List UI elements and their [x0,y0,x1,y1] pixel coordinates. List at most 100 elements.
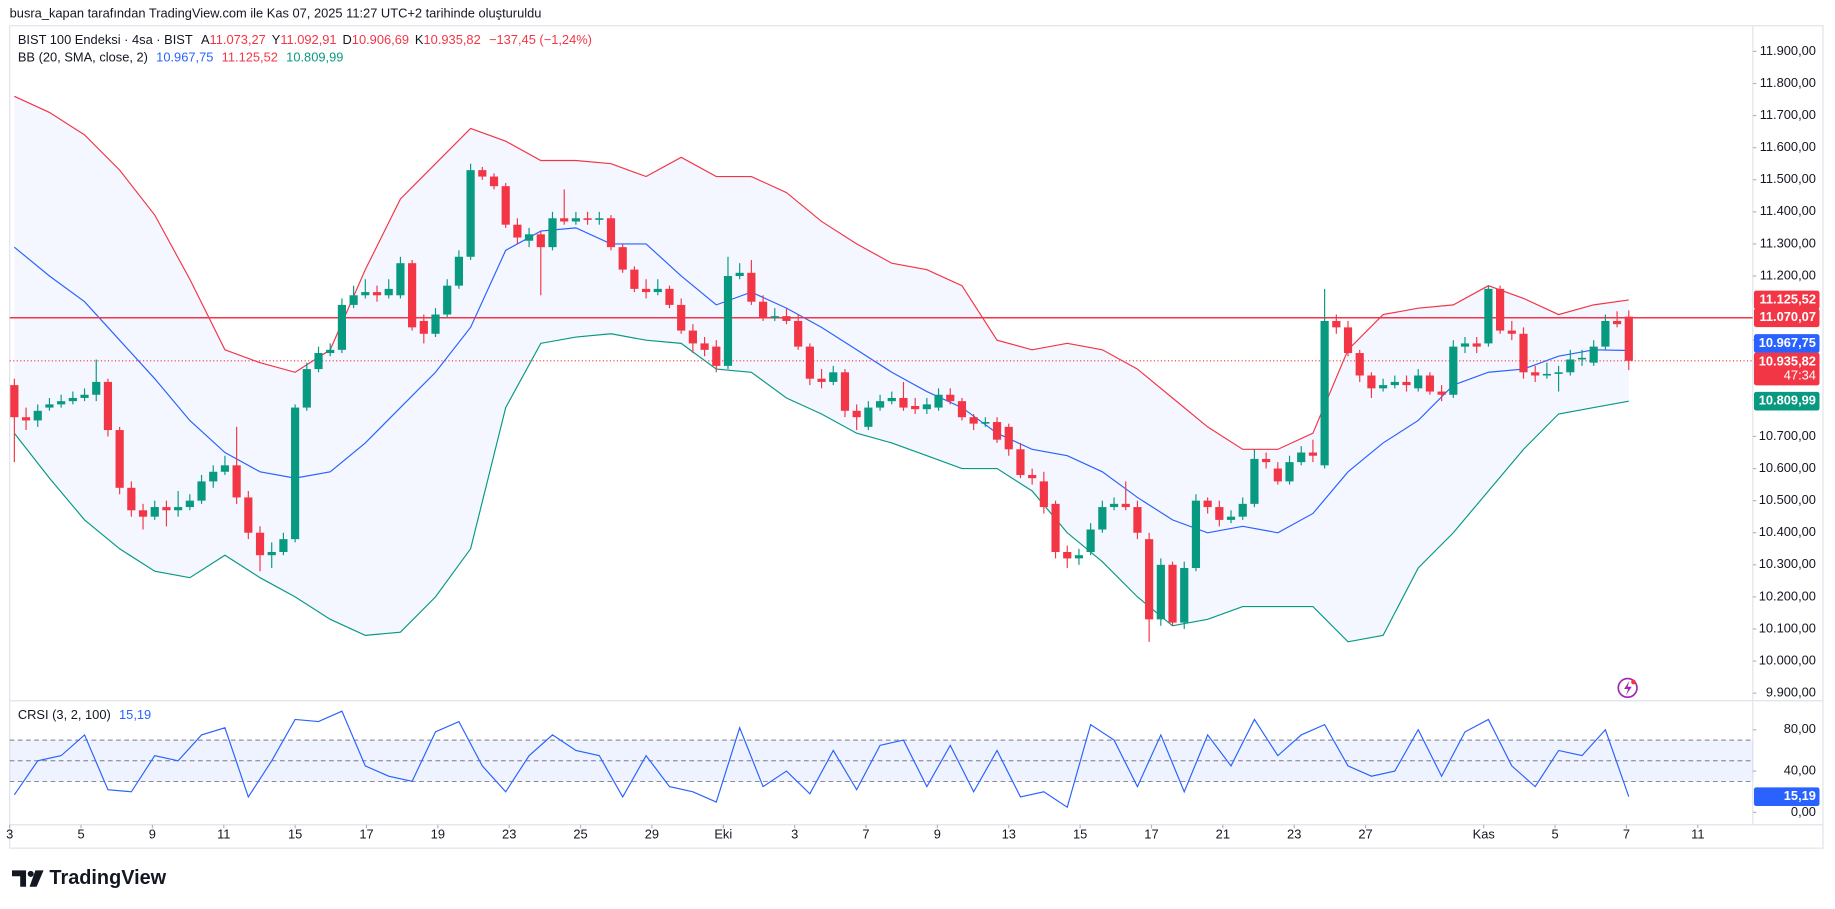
ohlc-key: A [201,32,210,47]
y-tick-label: 11.800,00 [1760,75,1816,90]
candle-body [1191,500,1201,569]
brand: TradingView [49,867,166,889]
candle-body [1449,346,1458,395]
candle-body [1343,327,1353,354]
x-tick-label: 13 [1002,827,1016,842]
candle-body [606,218,616,248]
x-tick-label: 3 [6,827,13,842]
band-line [14,95,1629,450]
upper-band-tag-bg [1753,290,1820,310]
candle-body [466,170,475,257]
x-tick-label: 11 [217,827,230,842]
candle-body [1098,507,1107,530]
candle-body [747,272,756,302]
hline-tag: 11.070,07 [1759,309,1816,324]
ohlc-key: D [343,32,352,47]
last-price-tag: 10.935,82 [1759,353,1816,368]
crsi-legend: CRSI (3, 2, 100) 15,19 [18,707,151,722]
candle-body [1437,391,1446,395]
x-tick-label: 7 [1623,827,1630,842]
candle-body [45,404,54,408]
x-tick-label: 5 [1552,827,1559,842]
hline-tag-bg [1753,308,1820,328]
candle-body [361,292,370,296]
y-tick-label: 11.700,00 [1760,107,1816,122]
candle-body [1566,359,1575,373]
candle-body [57,401,66,405]
candle-body [723,276,733,366]
x-tick-label: 19 [431,827,445,842]
candle-body [244,497,253,533]
candle-body [1215,507,1224,520]
candle-body [185,500,194,508]
axes: 11.900,00 11.800,00 11.700,00 11.600,00 11.5… [6,43,1820,842]
y-tick-label: 10.600,00 [1759,460,1816,475]
candle-body [1542,373,1551,376]
bb-title: BB (20, SMA, close, 2) [18,50,148,65]
candle-body [805,346,814,379]
alert-icon[interactable] [1617,677,1638,699]
candle-body [1367,375,1376,389]
candle-body [1589,346,1598,363]
candle-body [1203,500,1212,508]
symbol-legend: BIST 100 Endeksi · 4sa · BIST A11.073,27… [18,32,592,47]
candle-body [150,507,159,517]
band-line [13,227,1629,534]
x-tick-label: Eki [714,827,732,842]
candle-body [443,285,452,315]
ohlc-value: 11.073,27 [210,32,266,47]
y-tick-label: 10.200,00 [1759,588,1816,603]
candle-body [454,256,463,286]
y-tick-label: 10.500,00 [1759,492,1816,507]
y-tick-label: 10.300,00 [1759,556,1816,571]
candle-body [197,481,206,501]
candle-body [1624,316,1633,361]
candle-body [1320,320,1329,466]
lower-band-tag: 10.809,99 [1759,393,1816,408]
candle-body [548,218,557,248]
candle-body [267,551,276,556]
chart-frame [9,25,1824,849]
candle-body [1156,564,1165,620]
y-tick-label: 11.300,00 [1760,235,1816,250]
candle-body [1250,458,1259,504]
candle-body [489,176,499,187]
y-tick-label: 9.900,00 [1766,685,1816,700]
candle-body [992,422,1002,440]
candle-body [1180,568,1189,623]
crsi-tag-bg [1753,787,1820,807]
candle-body [653,288,662,293]
candle-body [1074,555,1084,559]
x-tick-label: 17 [1144,827,1158,842]
x-tick-label: 23 [1287,827,1301,842]
y-tick-label: 11.500,00 [1760,171,1816,186]
candle-body [80,394,89,398]
candle-body [922,404,931,410]
basis-tag-bg [1753,334,1820,353]
band-fill [14,96,1629,642]
candle-body [1355,353,1364,376]
candle-body [174,507,183,511]
candle-body [840,372,850,411]
x-tick-label: 23 [502,827,516,842]
candle-body [560,218,569,222]
candle-body [1086,529,1095,552]
candle-body [92,381,101,395]
candle-body [618,247,627,270]
crsi-value: 15,19 [119,707,151,722]
y-tick-label: 80,00 [1784,721,1816,736]
candle-body [1460,343,1470,347]
candle-body [1145,539,1154,620]
x-tick-label: 3 [791,827,798,842]
bb-basis-value: 10.967,75 [156,50,213,65]
candle-body [1577,357,1587,360]
y-tick-label: 10.400,00 [1759,524,1816,539]
candle-body [1004,426,1013,450]
candle-body [1612,320,1622,325]
y-tick-label: 10.700,00 [1759,428,1816,443]
candle-body [1238,503,1247,517]
candle-body [758,301,768,318]
candle-body [1519,333,1528,373]
candle-body [291,407,300,540]
candle-body [162,507,171,511]
